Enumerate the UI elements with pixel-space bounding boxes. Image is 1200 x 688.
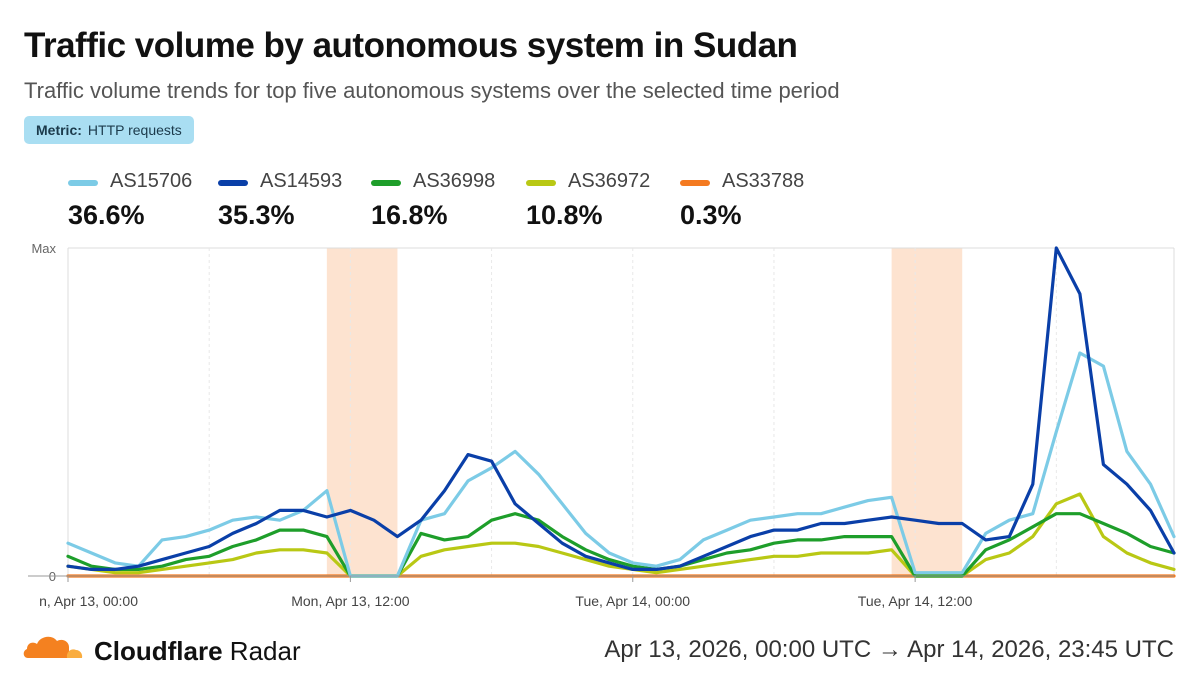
chart-title: Traffic volume by autonomous system in S…: [24, 26, 798, 65]
cloudflare-logo-icon: [23, 636, 83, 658]
x-tick-label: Tue, Apr 14, 12:00: [858, 593, 973, 609]
legend-series-share: 0.3%: [680, 200, 742, 230]
legend-series-name: AS15706: [110, 170, 193, 192]
brand-name: Cloudflare Radar: [94, 636, 301, 667]
legend-series-name: AS36998: [413, 170, 496, 192]
legend-series-share: 16.8%: [371, 200, 448, 230]
metric-badge[interactable]: Metric: HTTP requests: [24, 116, 194, 144]
brand-bold: Cloudflare: [94, 636, 223, 666]
shaded-range: [326, 248, 398, 576]
legend-series-name: AS14593: [260, 170, 343, 192]
y-tick-label-max: Max: [31, 241, 56, 256]
legend-swatch: [526, 180, 556, 186]
date-range: Apr 13, 2026, 00:00 UTC → Apr 14, 2026, …: [604, 636, 1174, 663]
brand-rest: Radar: [222, 636, 301, 666]
x-tick-label: Tue, Apr 14, 00:00: [575, 593, 690, 609]
legend-series-share: 10.8%: [526, 200, 603, 230]
legend-swatch: [218, 180, 248, 186]
series-line-as15706: [66, 351, 1176, 578]
legend-series-share: 36.6%: [68, 200, 145, 230]
legend-series-share: 35.3%: [218, 200, 295, 230]
series-line-as36998: [66, 512, 1176, 578]
legend-series-name: AS36972: [568, 170, 651, 192]
series-line-as14593: [66, 246, 1176, 571]
legend-swatch: [68, 180, 98, 186]
chart-subtitle: Traffic volume trends for top five auton…: [24, 78, 840, 103]
metric-value: HTTP requests: [87, 122, 182, 138]
legend-swatch: [680, 180, 710, 186]
legend-swatch: [371, 180, 401, 186]
x-tick-label: Mon, Apr 13, 12:00: [291, 593, 410, 609]
x-tick-label: n, Apr 13, 00:00: [39, 593, 138, 609]
legend-series-name: AS33788: [722, 170, 805, 192]
metric-label: Metric:: [36, 122, 82, 138]
